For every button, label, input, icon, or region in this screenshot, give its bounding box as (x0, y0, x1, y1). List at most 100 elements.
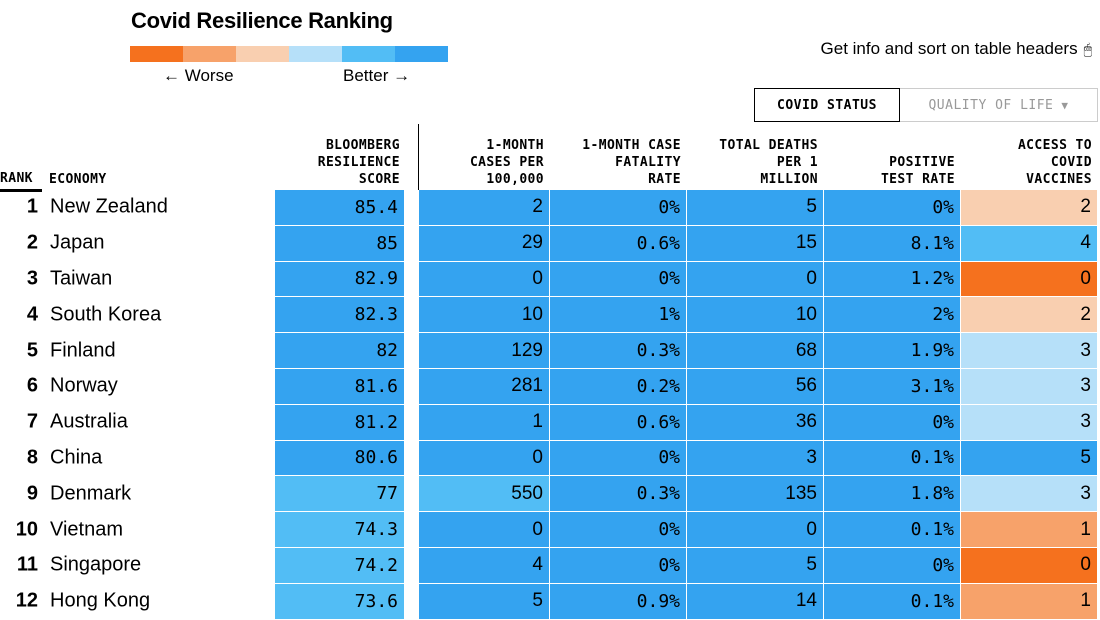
deaths-cell: 56 (687, 368, 823, 404)
score-cell: 82.3 (275, 297, 404, 333)
deaths-cell: 0 (687, 261, 823, 297)
score-cell: 74.3 (275, 512, 404, 547)
positive-cell: 2% (824, 297, 960, 333)
rank-cell: 8 (26, 446, 38, 469)
deaths-cell: 14 (687, 583, 823, 619)
tab-covid-status[interactable]: COVID STATUS (755, 89, 900, 121)
deaths-cell: 5 (687, 547, 823, 583)
score-cell: 82.9 (275, 261, 404, 297)
header-total-deaths[interactable]: TOTAL DEATHS PER 1 MILLION (719, 138, 818, 187)
legend-swatch (236, 46, 289, 62)
tab-quality-of-life-label: QUALITY OF LIFE (928, 97, 1054, 113)
positive-cell: 1.2% (824, 261, 960, 297)
table-row[interactable]: 8 China 80.6 0 0% 3 0.1% 5 (0, 440, 1100, 477)
filter-icon: ▼ (1061, 98, 1069, 112)
cases-cell: 2 (419, 190, 549, 225)
cases-cell: 550 (419, 476, 549, 512)
fatality-cell: 0.9% (550, 583, 686, 619)
score-cell: 77 (275, 476, 404, 512)
tab-quality-of-life[interactable]: QUALITY OF LIFE ▼ (900, 88, 1098, 122)
vaccines-cell: 3 (961, 368, 1097, 404)
header-resilience-score[interactable]: BLOOMBERG RESILIENCE SCORE (317, 138, 400, 187)
rank-cell: 1 (26, 195, 38, 218)
cases-cell: 4 (419, 547, 549, 583)
fatality-cell: 0.3% (550, 476, 686, 512)
rank-cell: 5 (26, 339, 38, 362)
economy-cell: Vietnam (50, 518, 124, 541)
score-cell: 81.6 (275, 368, 404, 404)
economy-cell: Australia (50, 410, 128, 433)
deaths-cell: 0 (687, 512, 823, 547)
economy-cell: Taiwan (50, 267, 113, 290)
fatality-cell: 0.3% (550, 333, 686, 368)
page-title: Covid Resilience Ranking (131, 8, 393, 33)
economy-cell: Denmark (50, 482, 132, 505)
economy-cell: Japan (50, 231, 105, 254)
table-row[interactable]: 4 South Korea 82.3 10 1% 10 2% 2 (0, 297, 1100, 334)
vaccines-cell: 3 (961, 404, 1097, 440)
header-rank[interactable]: RANK (0, 170, 42, 192)
score-cell: 73.6 (275, 583, 404, 619)
rank-cell: 4 (26, 303, 38, 326)
legend-swatch (395, 46, 448, 62)
positive-cell: 3.1% (824, 368, 960, 404)
deaths-cell: 3 (687, 440, 823, 476)
rank-cell: 6 (26, 374, 38, 397)
table-row[interactable]: 11 Singapore 74.2 4 0% 5 0% 0 (0, 547, 1100, 584)
table-row[interactable]: 2 Japan 85 29 0.6% 15 8.1% 4 (0, 225, 1100, 262)
legend-swatch (342, 46, 395, 62)
table-body: 1 New Zealand 85.4 2 0% 5 0% 2 2 Japan 85 29 0.6% 15 8… (0, 190, 1100, 620)
column-divider (418, 124, 419, 190)
fatality-cell: 0% (550, 261, 686, 297)
vaccines-cell: 5 (961, 440, 1097, 476)
table-row[interactable]: 5 Finland 82 129 0.3% 68 1.9% 3 (0, 333, 1100, 369)
vaccines-cell: 0 (961, 261, 1097, 297)
rank-cell: 12 (15, 589, 38, 612)
vaccines-cell: 1 (961, 512, 1097, 547)
legend-swatch (289, 46, 342, 62)
cases-cell: 0 (419, 440, 549, 476)
vaccines-cell: 3 (961, 333, 1097, 368)
economy-cell: Norway (50, 374, 118, 397)
vaccines-cell: 2 (961, 297, 1097, 333)
cases-cell: 5 (419, 583, 549, 619)
cases-cell: 0 (419, 512, 549, 547)
table-row[interactable]: 3 Taiwan 82.9 0 0% 0 1.2% 0 (0, 261, 1100, 298)
table-row[interactable]: 6 Norway 81.6 281 0.2% 56 3.1% 3 (0, 368, 1100, 405)
header-vaccine-access[interactable]: ACCESS TO COVID VACCINES (1017, 138, 1092, 187)
header-positive-rate[interactable]: POSITIVE TEST RATE (880, 155, 955, 187)
cases-cell: 129 (419, 333, 549, 368)
economy-cell: Singapore (50, 553, 142, 576)
positive-cell: 1.8% (824, 476, 960, 512)
deaths-cell: 10 (687, 297, 823, 333)
positive-cell: 0.1% (824, 583, 960, 619)
vaccines-cell: 1 (961, 583, 1097, 619)
vaccines-cell: 3 (961, 476, 1097, 512)
color-legend-bar (130, 46, 448, 62)
cases-cell: 10 (419, 297, 549, 333)
header-economy[interactable]: ECONOMY (49, 172, 107, 187)
cases-cell: 1 (419, 404, 549, 440)
table-row[interactable]: 1 New Zealand 85.4 2 0% 5 0% 2 (0, 190, 1100, 226)
score-cell: 80.6 (275, 440, 404, 476)
table-row[interactable]: 9 Denmark 77 550 0.3% 135 1.8% 3 (0, 476, 1100, 513)
deaths-cell: 5 (687, 190, 823, 225)
header-fatality-rate[interactable]: 1-MONTH CASE FATALITY RATE (582, 138, 681, 187)
deaths-cell: 68 (687, 333, 823, 368)
positive-cell: 0.1% (824, 512, 960, 547)
table-row[interactable]: 7 Australia 81.2 1 0.6% 36 0% 3 (0, 404, 1100, 441)
positive-cell: 1.9% (824, 333, 960, 368)
sort-hint-text: Get info and sort on table headers (820, 39, 1078, 58)
cases-cell: 29 (419, 225, 549, 261)
fatality-cell: 1% (550, 297, 686, 333)
table-row[interactable]: 10 Vietnam 74.3 0 0% 0 0.1% 1 (0, 512, 1100, 548)
positive-cell: 0% (824, 190, 960, 225)
table-row[interactable]: 12 Hong Kong 73.6 5 0.9% 14 0.1% 1 (0, 583, 1100, 620)
header-cases[interactable]: 1-MONTH CASES PER 100,000 (469, 138, 544, 187)
economy-cell: China (50, 446, 103, 469)
score-cell: 85.4 (275, 190, 404, 225)
deaths-cell: 36 (687, 404, 823, 440)
score-cell: 74.2 (275, 547, 404, 583)
fatality-cell: 0.2% (550, 368, 686, 404)
rank-cell: 2 (26, 231, 38, 254)
